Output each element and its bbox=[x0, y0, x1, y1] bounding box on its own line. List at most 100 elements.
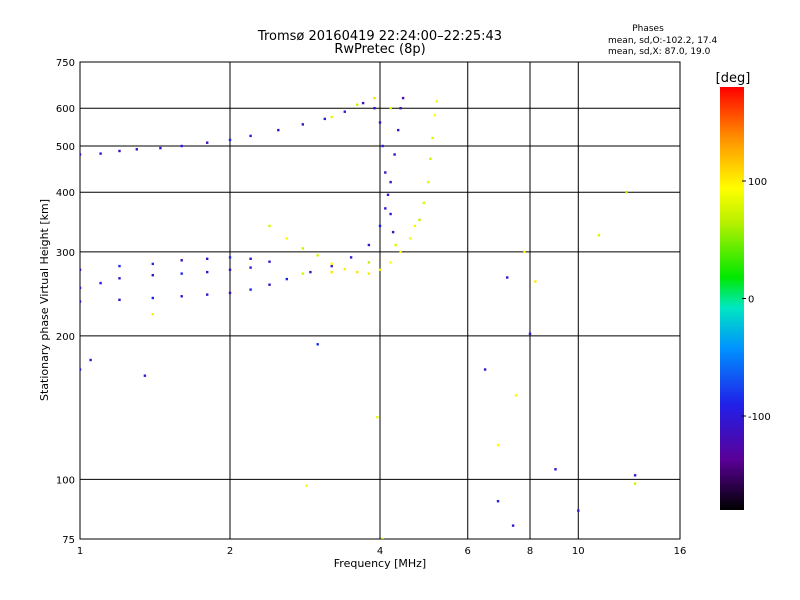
data-point bbox=[343, 267, 346, 271]
data-point bbox=[378, 121, 382, 124]
y-axis-label: Stationary phase Virtual Height [km] bbox=[38, 199, 51, 401]
data-point bbox=[118, 298, 121, 301]
x-tick-label: 10 bbox=[572, 546, 585, 557]
data-point bbox=[151, 262, 154, 266]
data-point bbox=[389, 180, 392, 184]
data-point bbox=[422, 201, 426, 204]
data-point bbox=[496, 443, 500, 447]
data-point bbox=[435, 100, 438, 103]
data-point bbox=[118, 264, 121, 268]
data-point bbox=[268, 283, 271, 286]
y-tick-labels: 75 100 200 300 400 500 600 750 bbox=[56, 58, 75, 546]
y-tick-label: 750 bbox=[56, 58, 75, 69]
colorbar bbox=[720, 87, 744, 510]
data-points bbox=[80, 96, 637, 539]
data-point bbox=[99, 152, 102, 155]
data-point bbox=[180, 295, 183, 298]
data-point bbox=[159, 146, 162, 150]
x-tick-label: 8 bbox=[527, 546, 533, 557]
data-point bbox=[268, 224, 271, 228]
data-point bbox=[381, 144, 384, 148]
data-point bbox=[391, 230, 395, 234]
data-point bbox=[206, 257, 209, 260]
data-point bbox=[361, 101, 365, 105]
data-point bbox=[397, 128, 400, 132]
data-point bbox=[180, 259, 183, 262]
data-point bbox=[367, 261, 371, 264]
x-tick-labels: 1 2 4 6 8 10 16 bbox=[77, 546, 687, 557]
data-point bbox=[118, 149, 121, 153]
data-point bbox=[285, 237, 288, 240]
data-point bbox=[367, 272, 371, 275]
data-point bbox=[554, 468, 557, 471]
data-point bbox=[80, 286, 82, 290]
colorbar-label: [deg] bbox=[716, 71, 751, 86]
data-point bbox=[301, 123, 304, 126]
data-point bbox=[80, 368, 82, 371]
data-point bbox=[309, 270, 312, 274]
data-point bbox=[373, 96, 376, 100]
data-point bbox=[349, 256, 353, 259]
data-point bbox=[180, 272, 183, 275]
data-point bbox=[89, 358, 92, 362]
data-point bbox=[80, 153, 82, 156]
data-point bbox=[285, 277, 288, 281]
legend-title: Phases bbox=[632, 24, 664, 34]
data-point bbox=[389, 261, 392, 264]
data-point bbox=[268, 260, 271, 263]
data-point bbox=[394, 243, 397, 247]
data-point bbox=[180, 144, 183, 148]
data-point bbox=[151, 313, 154, 316]
data-point bbox=[330, 264, 333, 268]
x-tick-label: 6 bbox=[465, 546, 471, 557]
data-point bbox=[386, 193, 390, 196]
colorbar-tick-label: 0 bbox=[748, 295, 754, 306]
data-point bbox=[316, 254, 319, 257]
chart-subtitle: RwPretec (8p) bbox=[334, 42, 425, 57]
data-point bbox=[118, 277, 121, 280]
data-point bbox=[373, 107, 376, 110]
data-point bbox=[367, 243, 371, 247]
data-point bbox=[506, 276, 509, 279]
data-point bbox=[427, 180, 430, 184]
colorbar-ticks: 100 0 -100 bbox=[742, 177, 771, 423]
data-point bbox=[523, 250, 526, 253]
data-point bbox=[433, 114, 436, 117]
data-point bbox=[135, 148, 138, 151]
data-point bbox=[151, 296, 154, 300]
data-point bbox=[389, 107, 392, 110]
data-point bbox=[393, 153, 396, 156]
data-point bbox=[384, 171, 387, 174]
data-point bbox=[496, 500, 500, 503]
y-tick-label: 100 bbox=[56, 475, 75, 486]
data-point bbox=[378, 224, 382, 228]
data-point bbox=[316, 343, 319, 346]
data-point bbox=[343, 110, 346, 113]
legend-line-x: mean, sd,X: 87.0, 19.0 bbox=[608, 47, 711, 57]
data-point bbox=[577, 509, 580, 512]
data-point bbox=[305, 484, 308, 487]
data-point bbox=[401, 96, 405, 100]
data-point bbox=[429, 157, 432, 160]
data-point bbox=[409, 237, 412, 240]
data-point bbox=[249, 266, 252, 269]
x-tick-label: 16 bbox=[674, 546, 687, 557]
data-point bbox=[143, 374, 147, 377]
data-point bbox=[418, 218, 421, 222]
data-point bbox=[330, 270, 333, 274]
data-point bbox=[356, 103, 359, 106]
data-point bbox=[249, 257, 252, 260]
data-point bbox=[206, 141, 209, 144]
y-tick-label: 400 bbox=[56, 188, 75, 199]
data-point bbox=[389, 212, 392, 216]
data-point bbox=[330, 115, 333, 119]
data-point bbox=[384, 207, 387, 210]
data-point bbox=[228, 138, 232, 142]
data-point bbox=[80, 268, 82, 271]
data-point bbox=[528, 332, 532, 335]
data-point bbox=[80, 300, 82, 303]
y-tick-label: 75 bbox=[62, 535, 75, 546]
y-tick-label: 300 bbox=[56, 248, 75, 259]
data-point bbox=[99, 281, 102, 285]
